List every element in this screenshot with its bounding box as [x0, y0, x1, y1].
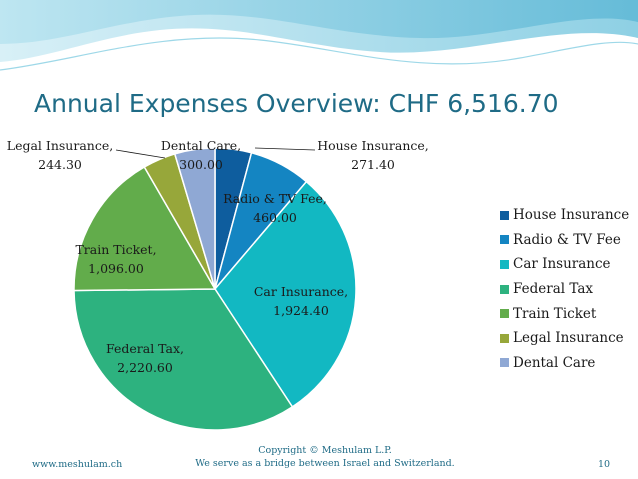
legend-label-house-insurance: House Insurance	[513, 207, 630, 224]
legend-label-dental-care: Dental Care	[513, 354, 596, 371]
legend-item-legal-insurance: Legal Insurance	[500, 326, 629, 351]
data-label-legal-insurance: Legal Insurance, 244.30	[7, 138, 113, 172]
legend-item-dental-care: Dental Care	[500, 351, 629, 376]
legend-swatch-train-ticket	[500, 309, 509, 319]
footer-website: www.meshulam.ch	[32, 459, 123, 470]
footer-copyright-line1: Copyright © Meshulam L.P.	[258, 445, 392, 456]
slide-header-waves	[0, 0, 638, 71]
legend-label-radio-and-tv-fee: Radio & TV Fee	[513, 231, 621, 248]
data-label-house-insurance: House Insurance, 271.40	[317, 138, 429, 172]
legend-label-legal-insurance: Legal Insurance	[513, 330, 624, 347]
legend-swatch-car-insurance	[500, 259, 509, 269]
legend-item-train-ticket: Train Ticket	[500, 301, 629, 326]
data-label-car-insurance: Car Insurance, 1,924.40	[254, 284, 348, 318]
data-label-radio-and-tv-fee: Radio & TV Fee, 460.00	[223, 191, 327, 225]
pie-slice-federal-tax	[73, 288, 294, 431]
footer-copyright-line2: We serve as a bridge between Israel and …	[195, 458, 455, 469]
legend-label-train-ticket: Train Ticket	[513, 305, 597, 322]
footer-copyright: Copyright © Meshulam L.P. We serve as a …	[170, 444, 480, 470]
legend-swatch-house-insurance	[500, 210, 509, 220]
leader-line-legal-insurance	[115, 149, 166, 159]
legend-item-federal-tax: Federal Tax	[500, 277, 629, 302]
legend-swatch-radio-and-tv-fee	[500, 235, 509, 245]
legend-item-house-insurance: House Insurance	[500, 203, 629, 228]
footer-page-number: 10	[598, 459, 611, 470]
legend-item-car-insurance: Car Insurance	[500, 252, 629, 277]
legend-swatch-legal-insurance	[500, 333, 509, 343]
pie-slice-dental-care	[173, 147, 216, 290]
slide-title: Annual Expenses Overview: CHF 6,516.70	[34, 89, 559, 118]
pie-slice-car-insurance	[214, 180, 357, 408]
data-label-train-ticket: Train Ticket, 1,096.00	[75, 242, 156, 276]
chart-legend: House Insurance Radio & TV Fee Car Insuran…	[500, 203, 629, 375]
legend-item-radio-and-tv-fee: Radio & TV Fee	[500, 228, 629, 253]
leader-line-house-insurance	[254, 147, 316, 151]
data-label-federal-tax: Federal Tax, 2,220.60	[106, 341, 184, 375]
legend-swatch-dental-care	[500, 358, 509, 368]
pie-slice-train-ticket	[73, 165, 217, 292]
legend-label-federal-tax: Federal Tax	[513, 281, 593, 298]
header-wave-line	[0, 37, 638, 71]
legend-swatch-federal-tax	[500, 284, 509, 294]
legend-label-car-insurance: Car Insurance	[513, 256, 611, 273]
data-label-dental-care: Dental Care, 300.00	[161, 138, 241, 172]
header-wave-front	[0, 0, 638, 44]
